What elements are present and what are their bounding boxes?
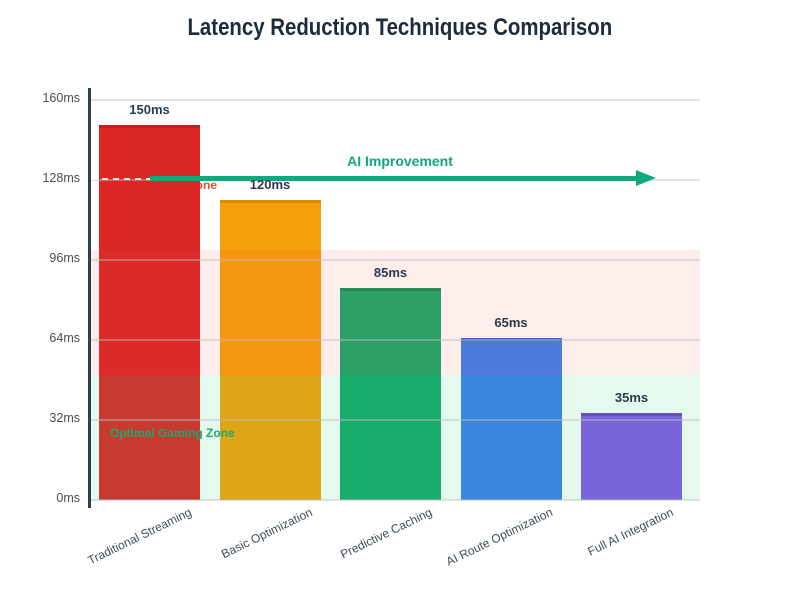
- gridline-0ms: [91, 499, 700, 501]
- y-tick-label-160ms: 160ms: [42, 91, 80, 105]
- y-tick-label-64ms: 64ms: [49, 331, 80, 345]
- bar-ai-route-optimization: [460, 337, 562, 500]
- y-tick-label-32ms: 32ms: [49, 411, 80, 425]
- optimal-gaming-zone-label: Optimal Gaming Zone: [110, 426, 235, 440]
- x-tick-label-traditional-streaming: Traditional Streaming: [85, 505, 194, 568]
- x-tick-label-predictive-caching: Predictive Caching: [338, 505, 435, 562]
- x-tick-label-ai-route-optimization: AI Route Optimization: [444, 505, 556, 569]
- caution-zone-band: [91, 250, 700, 375]
- bar-basic-optimization: [219, 200, 321, 500]
- optimal-zone-band: [91, 375, 700, 500]
- y-tick-label-128ms: 128ms: [42, 171, 80, 185]
- bar-value-label-full-ai-integration: 35ms: [614, 389, 649, 405]
- bar-value-label-ai-route-optimization: 65ms: [494, 314, 528, 330]
- bar-full-ai-integration: [581, 412, 682, 500]
- bar-value-label-traditional-streaming: 150ms: [129, 102, 170, 117]
- ai-improvement-arrowhead-icon: [636, 169, 656, 186]
- x-tick-label-basic-optimization: Basic Optimization: [218, 505, 315, 562]
- chart-title-text: Latency Reduction Techniques Comparison: [187, 14, 613, 41]
- ai-improvement-arrow: [150, 175, 642, 181]
- gridline-32ms: [91, 419, 700, 421]
- gridline-96ms: [91, 259, 700, 261]
- gridline-160ms: [91, 99, 700, 101]
- bar-predictive-caching: [340, 287, 441, 500]
- gridline-64ms: [91, 339, 700, 341]
- y-tick-label-96ms: 96ms: [49, 251, 80, 265]
- chart-title: Latency Reduction Techniques Comparison: [0, 14, 800, 42]
- y-axis-line: [88, 88, 91, 508]
- bar-value-label-basic-optimization: 120ms: [249, 177, 291, 192]
- ai-improvement-label: AI Improvement: [347, 153, 453, 169]
- bar-traditional-streaming: [99, 125, 200, 500]
- bar-value-label-predictive-caching: 85ms: [373, 264, 408, 280]
- y-tick-label-0ms: 0ms: [56, 491, 80, 505]
- x-tick-label-full-ai-integration: Full AI Integration: [585, 505, 676, 559]
